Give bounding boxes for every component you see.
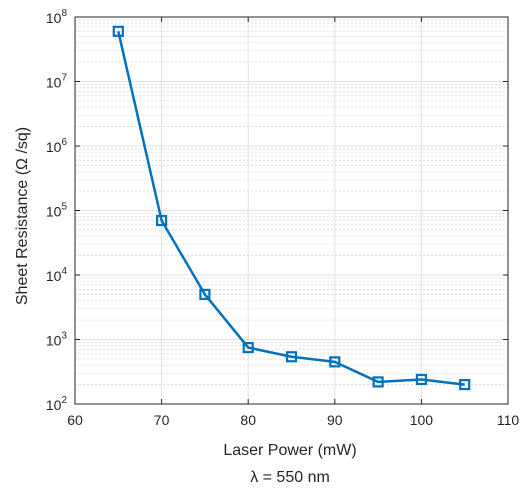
y-tick-label: 104 [46, 266, 68, 284]
data-point-marker [242, 341, 254, 354]
x-tick-label: 110 [497, 412, 520, 428]
x-tick-label: 70 [154, 412, 170, 428]
data-point-marker [329, 356, 341, 368]
data-point-marker [199, 288, 211, 301]
data-point-marker [372, 376, 384, 388]
y-tick-label: 105 [46, 202, 68, 220]
data-point-marker [285, 351, 298, 363]
x-tick-label: 90 [327, 412, 343, 428]
plot-area: 60 70 80 90 100 110 102 103 104 105 106 107 108 [46, 8, 520, 428]
y-tick-label: 106 [46, 137, 68, 155]
x-tick-label: 100 [410, 412, 434, 428]
y-tick-label: 102 [46, 395, 68, 413]
y-tick-label: 107 [46, 73, 68, 91]
x-tick-label: 60 [67, 412, 83, 428]
data-point-marker [156, 214, 168, 227]
y-axis-label: Sheet Resistance (Ω /sq) [14, 127, 31, 305]
data-point-marker [112, 25, 124, 37]
series-line [117, 31, 465, 386]
y-tick-label: 108 [46, 8, 68, 26]
data-point-marker [415, 373, 427, 386]
x-axis-sublabel: λ = 550 nm [250, 469, 330, 486]
x-axis-label: Laser Power (mW) [223, 442, 356, 459]
data-point-marker [459, 378, 471, 391]
x-tick-label: 80 [240, 412, 256, 428]
y-tick-label: 103 [46, 331, 68, 349]
